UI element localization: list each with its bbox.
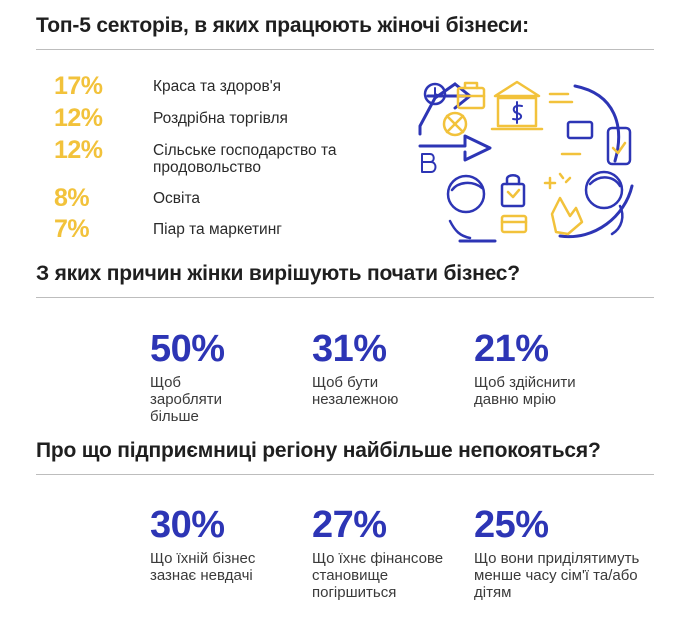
clock-icon: [423, 82, 447, 106]
briefcase-icon: [456, 81, 486, 110]
sector-percent: 7%: [54, 215, 90, 243]
reason-label: Щоб заробляти більше: [150, 374, 222, 425]
reason-stat: 21% Щоб здійснити давню мрію: [474, 328, 624, 408]
sector-label: Сільське господарство та продовольство: [153, 142, 337, 176]
divider: [36, 297, 654, 298]
divider: [36, 49, 654, 50]
document-icon: [560, 120, 594, 156]
reason-stat: 50% Щоб заробляти більше: [150, 328, 300, 425]
sector-label: Освіта: [153, 190, 201, 207]
phone-icon: [606, 126, 632, 166]
concern-stat: 25% Що вони приділятимуть менше часу сім…: [474, 504, 649, 601]
sector-percent: 12%: [54, 136, 103, 164]
reason-label: Щоб здійснити давню мрію: [474, 374, 576, 408]
sector-label: Піар та маркетинг: [153, 221, 282, 238]
concerns-title: Про що підприємниці регіону найбільше не…: [36, 439, 601, 462]
person-icon: [584, 170, 624, 236]
reason-percent: 21%: [474, 328, 549, 370]
ball-icon: [442, 111, 468, 137]
dollar-icon: [512, 101, 523, 124]
sector-percent: 12%: [54, 104, 103, 132]
concern-label: Що їхній бізнес зазнає невдачі: [150, 550, 256, 584]
reason-stat: 31% Щоб бути незалежною: [312, 328, 462, 408]
shopping-bag-icon: [500, 174, 526, 208]
concern-stat: 27% Що їхнє фінансове становище погіршит…: [312, 504, 462, 601]
business-illustration: [418, 80, 634, 243]
sector-percent: 8%: [54, 184, 90, 212]
concern-percent: 30%: [150, 504, 225, 546]
sector-label: Роздрібна торгівля: [153, 110, 288, 127]
concern-label: Що їхнє фінансове становище погіршиться: [312, 550, 444, 601]
sector-percent: 17%: [54, 72, 103, 100]
sector-label: Краса та здоров'я: [153, 78, 282, 95]
sectors-title: Топ-5 секторів, в яких працюють жіночі б…: [36, 14, 529, 37]
person-icon: [446, 174, 486, 240]
concern-label: Що вони приділятимуть менше часу сім'ї т…: [474, 550, 640, 601]
concern-percent: 25%: [474, 504, 549, 546]
reason-percent: 50%: [150, 328, 225, 370]
bank-icon: [490, 80, 544, 131]
card-icon: [500, 214, 528, 234]
concern-percent: 27%: [312, 504, 387, 546]
concern-stat: 30% Що їхній бізнес зазнає невдачі: [150, 504, 300, 584]
coin-icon: [548, 92, 574, 104]
divider: [36, 474, 654, 475]
bitcoin-icon: [421, 153, 437, 173]
reason-label: Щоб бути незалежною: [312, 374, 399, 408]
reasons-title: З яких причин жінки вирішують почати біз…: [36, 262, 520, 285]
hand-icon: [543, 172, 584, 236]
reason-percent: 31%: [312, 328, 387, 370]
